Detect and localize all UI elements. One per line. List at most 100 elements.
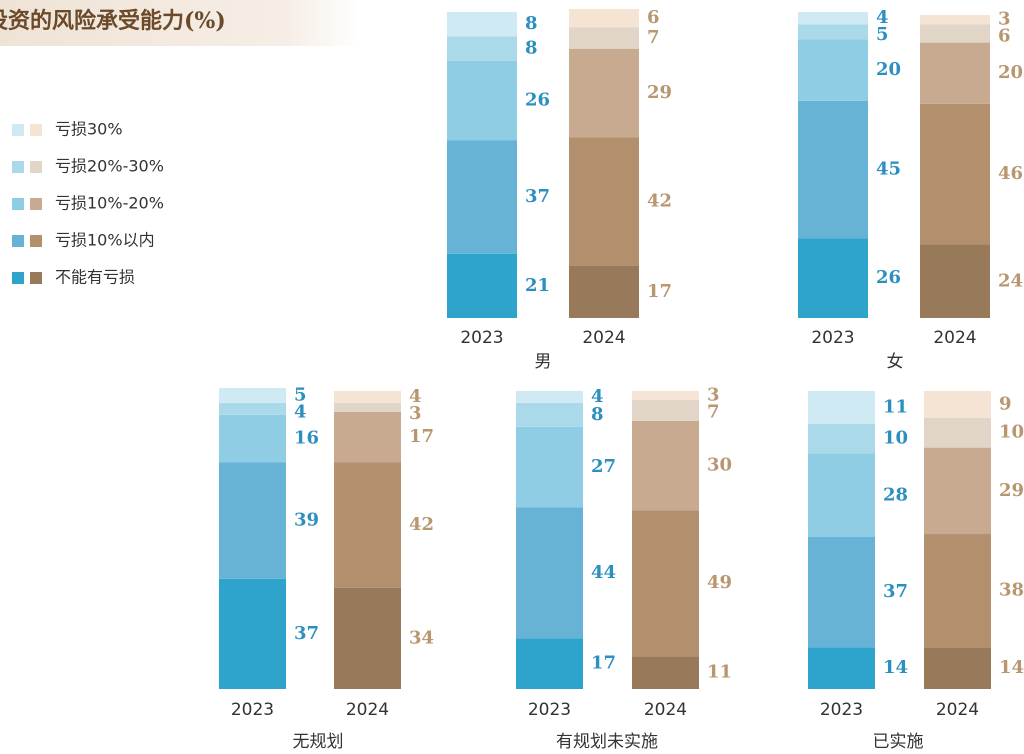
value-label: 37 <box>883 581 908 602</box>
bar-segment <box>808 423 875 454</box>
value-label: 3 <box>409 403 422 424</box>
value-label: 6 <box>998 26 1011 47</box>
x-tick-label: 2024 <box>644 700 687 720</box>
value-label: 4 <box>876 7 889 28</box>
bar-segment <box>920 42 990 104</box>
bar-segment <box>632 420 699 511</box>
bar-segment <box>632 656 699 689</box>
bar-segment <box>569 137 639 266</box>
bar-segment <box>569 8 639 28</box>
bar-segment <box>569 265 639 318</box>
bar-segment <box>920 15 990 25</box>
bar-segment <box>924 647 991 689</box>
bar-segment <box>219 388 286 403</box>
bar-segment <box>569 27 639 49</box>
value-label: 5 <box>294 384 307 405</box>
bar-segment <box>516 507 583 639</box>
value-label: 3 <box>707 384 720 405</box>
chart-title: 投资的风险承受能力(%) <box>0 8 226 34</box>
bar-segment <box>569 48 639 138</box>
bar-segment <box>447 12 517 37</box>
value-label: 21 <box>525 275 550 296</box>
value-label: 8 <box>591 404 604 425</box>
bar-segment <box>924 447 991 535</box>
value-label: 16 <box>294 428 319 449</box>
value-label: 28 <box>883 484 908 505</box>
value-label: 4 <box>591 386 604 407</box>
x-tick-label: 2023 <box>528 700 571 720</box>
panel-label: 已实施 <box>873 732 924 752</box>
legend-swatch <box>12 161 24 173</box>
bar-segment <box>808 453 875 538</box>
value-label: 7 <box>647 27 660 48</box>
x-tick-label: 2024 <box>933 328 976 348</box>
value-label: 7 <box>707 401 720 422</box>
value-label: 37 <box>294 623 319 644</box>
bar-segment <box>334 587 401 689</box>
bar-segment <box>632 510 699 657</box>
value-label: 29 <box>647 82 672 103</box>
x-tick-label: 2023 <box>460 328 503 348</box>
legend-label: 亏损30% <box>55 120 123 139</box>
value-label: 46 <box>998 163 1023 184</box>
x-tick-label: 2023 <box>820 700 863 720</box>
bar-segment <box>920 244 990 318</box>
x-tick-label: 2023 <box>811 328 854 348</box>
bar-segment <box>219 414 286 463</box>
value-label: 4 <box>294 401 307 422</box>
value-label: 42 <box>647 191 672 212</box>
value-label: 14 <box>999 657 1024 678</box>
bar-segment <box>219 578 286 689</box>
panel-label: 无规划 <box>293 732 344 752</box>
bar-segment <box>516 638 583 689</box>
bar-segment <box>920 24 990 43</box>
value-label: 6 <box>647 7 660 28</box>
x-tick-label: 2024 <box>582 328 625 348</box>
bar-segment <box>632 399 699 421</box>
value-label: 26 <box>525 90 550 111</box>
x-tick-label: 2023 <box>231 700 274 720</box>
value-label: 9 <box>999 393 1012 414</box>
value-label: 20 <box>876 59 901 80</box>
value-label: 10 <box>883 428 908 449</box>
value-label: 24 <box>998 270 1023 291</box>
panel-label: 女 <box>887 352 904 372</box>
bar-segment <box>334 462 401 588</box>
legend-swatch <box>30 124 42 136</box>
value-label: 11 <box>883 396 908 417</box>
value-label: 39 <box>294 510 319 531</box>
bar-segment <box>334 391 401 403</box>
value-label: 17 <box>647 281 672 302</box>
bar-segment <box>798 12 868 25</box>
legend-swatch <box>30 272 42 284</box>
panel-label: 有规划未实施 <box>556 732 658 752</box>
bar-segment <box>920 103 990 245</box>
x-tick-label: 2024 <box>346 700 389 720</box>
legend-swatch <box>12 272 24 284</box>
bar-segment <box>798 39 868 101</box>
value-label: 17 <box>591 653 616 674</box>
value-label: 11 <box>707 662 732 683</box>
legend-swatch <box>30 235 42 247</box>
bar-segment <box>924 534 991 648</box>
bar-segment <box>808 537 875 648</box>
legend-label: 亏损10%-20% <box>55 194 164 213</box>
value-label: 8 <box>525 38 538 59</box>
bar-segment <box>516 426 583 508</box>
bar-segment <box>219 462 286 579</box>
legend-swatch <box>12 198 24 210</box>
value-label: 45 <box>876 159 901 180</box>
value-label: 3 <box>998 9 1011 30</box>
value-label: 4 <box>409 386 422 407</box>
value-label: 8 <box>525 13 538 34</box>
bar-segment <box>632 391 699 400</box>
bar-segment <box>447 36 517 61</box>
bar-segment <box>808 391 875 424</box>
bar-segment <box>219 402 286 415</box>
bar-segment <box>447 60 517 141</box>
bar-segment <box>798 238 868 318</box>
bar-segment <box>447 140 517 254</box>
value-label: 5 <box>876 24 889 45</box>
title-background <box>0 0 360 46</box>
